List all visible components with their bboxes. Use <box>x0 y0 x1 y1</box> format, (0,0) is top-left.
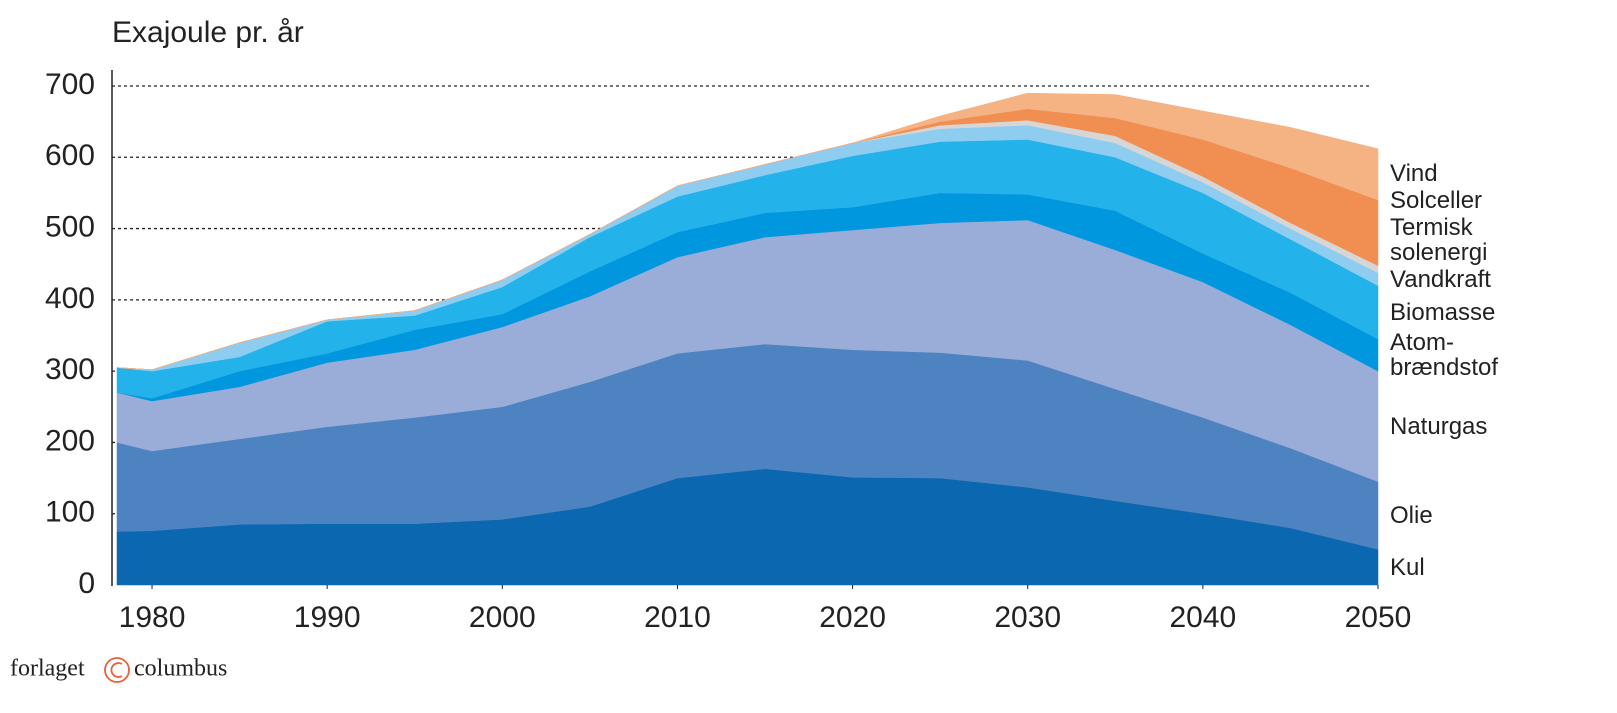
x-tick-label: 2020 <box>819 601 886 634</box>
x-tick-label: 2030 <box>994 601 1061 634</box>
legend-label: Kul <box>1390 553 1425 581</box>
legend-label: Naturgas <box>1390 412 1488 440</box>
y-tick-label: 500 <box>45 210 95 243</box>
x-tick-label: 2050 <box>1345 601 1412 634</box>
x-tick-label: 2010 <box>644 601 711 634</box>
legend-label: Termisk solenergi <box>1390 213 1488 266</box>
x-tick-label: 1980 <box>119 601 186 634</box>
legend-label: Solceller <box>1390 186 1483 214</box>
y-tick-label: 400 <box>45 282 95 315</box>
y-tick-label: 700 <box>45 68 95 101</box>
legend-label: Vind <box>1390 159 1438 187</box>
area <box>116 92 1379 370</box>
legend-label: Vandkraft <box>1390 265 1491 293</box>
logo-mark <box>104 657 130 683</box>
y-tick-label: 0 <box>78 567 95 600</box>
y-tick-label: 600 <box>45 139 95 172</box>
legend-label: Biomasse <box>1390 298 1496 326</box>
chart-title: Exajoule pr. år <box>112 16 304 49</box>
source-left: forlaget <box>10 656 85 682</box>
areas <box>116 92 1379 586</box>
x-tick-label: 2000 <box>469 601 536 634</box>
legend-label: Atom-brændstof <box>1390 329 1499 382</box>
y-tick-label: 200 <box>45 424 95 457</box>
x-tick-label: 1990 <box>294 601 361 634</box>
source-right: columbus <box>134 656 227 682</box>
y-tick-label: 100 <box>45 496 95 529</box>
x-tick-label: 2040 <box>1169 601 1236 634</box>
y-tick-label: 300 <box>45 353 95 386</box>
legend-label: Olie <box>1390 501 1433 529</box>
